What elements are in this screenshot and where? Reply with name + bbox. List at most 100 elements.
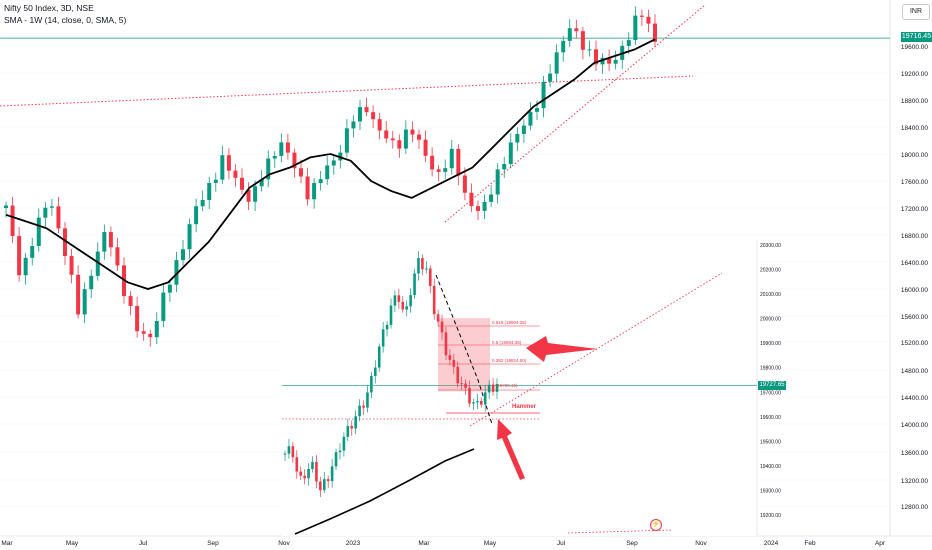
candle-body [430,155,435,170]
inset-candle-body [491,384,495,392]
candle-body [646,16,651,24]
inset-candle-body [287,446,291,454]
y-tick-label: 16000.00 [901,287,928,294]
inset-candle-body [417,258,420,274]
inset-candle-body [409,295,412,307]
candle-body [607,57,612,64]
candle-body [449,148,454,169]
inset-candle-body [448,355,452,360]
candle-body [482,201,487,211]
inset-candle-body [370,375,373,393]
y-tick-label: 18400.00 [901,125,928,132]
candle-body [639,15,644,17]
x-tick-label: Mar [418,540,430,547]
inset-y-tick-label: 19400.00 [760,464,781,470]
inset-rising-trendline [469,272,723,427]
candle-body [541,81,546,109]
inset-candle-body [299,471,303,476]
inset-candle-body [472,402,475,404]
sma-line [5,38,656,290]
candle-body [548,73,553,82]
y-tick-label: 14400.00 [901,395,928,402]
candle-body [4,205,8,208]
candle-body [351,121,356,129]
candle-body [594,49,598,65]
symbol-title[interactable]: Nifty 50 Index, 3D, NSE [4,3,94,13]
x-tick-label: Nov [695,540,707,547]
inset-candle-body [468,387,471,404]
candle-body [128,296,133,306]
inset-candle-body [452,359,456,367]
candle-body [266,158,271,180]
inset-candle-body [444,332,448,356]
candle-body [390,138,395,141]
candle-body [187,224,192,250]
candle-body [148,333,153,338]
candle-body [49,206,54,208]
candle-body [63,228,67,257]
inset-y-tick-label: 19600.00 [760,415,781,421]
inset-candle-body [358,405,361,417]
candle-body [167,284,172,293]
candle-body [246,189,251,202]
candle-body [502,163,507,170]
candle-body [600,57,605,65]
candle-body [299,168,303,177]
candle-body [325,165,330,180]
indicator-legend[interactable]: SMA - 1W (14, close, 0, SMA, 5) [4,15,127,25]
inset-candle-body [338,450,342,453]
candle-body [233,170,238,178]
candle-body [240,177,244,190]
inset-candle-body [307,469,310,479]
inset-candle-body [428,268,432,286]
candle-body [554,52,559,74]
candle-body [331,160,336,166]
inset-candle-body [401,301,405,310]
alert-lightning-icon[interactable]: ⚡ [650,519,662,531]
inset-candle-body [334,452,338,467]
inset-descending-dashed-line [435,274,493,425]
candle-body [115,247,120,266]
x-tick-label: Sep [626,540,638,547]
y-tick-label: 17600.00 [901,179,928,186]
candle-body [443,168,448,172]
inset-candle-body [413,273,416,296]
currency-button[interactable]: INR [902,4,930,20]
inset-y-tick-label: 19900.00 [760,341,781,347]
x-tick-label: May [484,540,497,547]
candle-body [377,119,382,131]
candle-body [213,179,218,183]
inset-candle-body [346,426,350,437]
inset-candle-body [291,446,295,458]
candle-body [489,194,494,202]
y-tick-label: 16800.00 [901,233,928,240]
inset-candle-body [326,479,330,482]
inset-candle-body [479,401,483,405]
inset-candle-body [366,392,369,408]
inset-candle-body [342,436,346,451]
x-tick-label: Sep [207,540,219,547]
candle-body [613,59,618,64]
y-tick-label: 14000.00 [901,422,928,429]
y-tick-label: 17200.00 [901,206,928,213]
y-tick-label: 13600.00 [901,450,928,457]
candle-body [95,251,100,276]
candle-body [23,257,28,276]
candle-body [521,125,526,134]
inset-candle-body [389,305,393,326]
right-pointing-arrow-icon [526,336,598,362]
inset-candle-body [460,383,463,385]
x-tick-label: May [66,540,79,547]
inset-candle-body [311,461,314,470]
inset-candle-body [464,383,467,388]
inset-candle-body [283,453,287,455]
x-tick-label: 2024 [764,540,779,547]
inset-sma-line [294,448,475,535]
candle-body [515,133,520,143]
inset-candle-body [483,392,487,405]
candle-body [653,23,657,42]
candle-body [436,169,441,172]
candle-body [417,134,421,140]
candle-body [508,142,513,164]
